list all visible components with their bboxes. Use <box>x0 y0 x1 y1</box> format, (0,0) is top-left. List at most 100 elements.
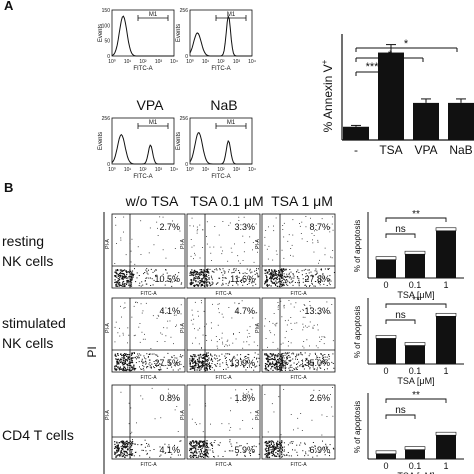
dot-plot-r1-c0: 4.1% 27.5% FITC-A PI-A <box>105 297 186 381</box>
quadrant-upper-right-pct: 2.6% <box>309 393 330 403</box>
histogram-x-tick: 10² <box>139 167 147 173</box>
histogram-x-tick: 10¹ <box>202 59 210 65</box>
dot-plot-x-label: FITC-A <box>215 375 232 381</box>
quadrant-lower-right-pct: 13.9% <box>229 358 255 368</box>
histogram-frame <box>111 9 175 57</box>
histogram-y-tick: 0 <box>107 54 110 60</box>
histogram-x-tick: 10¹ <box>124 167 132 173</box>
apoptosis-bar <box>405 344 425 364</box>
histogram-y-tick: 100 <box>102 23 111 29</box>
histogram-y-label: Events <box>176 24 182 42</box>
row-label-stimulated-2: NK cells <box>2 335 53 351</box>
quadrant-upper-right-pct: 1.8% <box>234 393 255 403</box>
quadrant-upper-right-pct: 13.3% <box>304 306 330 316</box>
dot-plot-y-label: PI-A <box>180 409 186 419</box>
sig-bracket-narrow <box>385 319 416 324</box>
histogram-x-tick: 10⁰ <box>186 167 194 173</box>
dot-plot-x-label: FITC-A <box>140 462 157 468</box>
histogram-y-tick: 256 <box>180 8 189 14</box>
gate-m1-label: M1 <box>149 120 158 126</box>
quadrant-lower-right-pct: 6.9% <box>309 445 330 455</box>
histogram-y-tick: 0 <box>185 162 188 168</box>
apoptosis-y-label: % of apoptosis <box>353 401 362 453</box>
histogram-x-label: FITC-A <box>133 174 152 180</box>
histogram-nab: M1 0 256 10⁰ 10¹ 10² 10³ 10⁴ FITC-A Events <box>176 116 256 180</box>
panel-b-letter: B <box>4 180 13 195</box>
quadrant-lower-right-pct: 27.8% <box>304 274 330 284</box>
annexin-category-label: TSA <box>379 143 402 157</box>
quadrant-upper-right-pct: 4.1% <box>159 306 180 316</box>
apoptosis-category-label: 0.1 <box>409 461 422 471</box>
apoptosis-category-label: 1 <box>443 461 448 471</box>
row-label-resting-1: resting <box>2 233 44 249</box>
quadrant-lower-right-pct: 5.9% <box>234 445 255 455</box>
dot-plot-y-label: PI-A <box>105 322 111 332</box>
apoptosis-bar <box>405 253 425 278</box>
apoptosis-chart-2: % of apoptosis 0 0.1 1 TSA [μM] ** ns <box>353 390 464 474</box>
dot-plot-r0-c2: 8.7% 27.8% FITC-A PI-A <box>255 213 336 297</box>
histogram-x-tick: 10⁴ <box>170 167 178 173</box>
sig-bracket-wide <box>385 217 447 222</box>
sig-label-wide: ** <box>412 295 420 306</box>
pi-axis-label: PI <box>85 346 99 357</box>
histogram-y-tick: 0 <box>107 162 110 168</box>
histogram-x-tick: 10² <box>217 167 225 173</box>
gate-m1-label: M1 <box>227 12 236 18</box>
histogram-x-tick: 10¹ <box>202 167 210 173</box>
sig-label-narrow: ns <box>395 224 406 235</box>
dot-plot-r1-c1: 4.7% 13.9% FITC-A PI-A <box>180 297 261 381</box>
dot-plot-y-label: PI-A <box>180 238 186 248</box>
histogram-frame <box>189 117 253 165</box>
annexin-bar <box>413 102 439 140</box>
histogram-x-tick: 10³ <box>155 59 163 65</box>
histogram-frame <box>111 117 175 165</box>
sig-label-vpa: * <box>388 49 393 61</box>
sig-bracket-wide <box>385 303 447 308</box>
annexin-y-label: % Annexin V+ <box>320 59 335 132</box>
annexin-bar <box>448 102 474 140</box>
apoptosis-x-label: TSA [μM] <box>397 376 434 386</box>
dot-plot-y-label: PI-A <box>180 322 186 332</box>
sig-bracket-narrow <box>385 233 416 238</box>
dot-plot-y-label: PI-A <box>255 238 261 248</box>
histogram-frame <box>189 9 253 57</box>
apoptosis-category-label: 0.1 <box>409 366 422 376</box>
dot-plot-frame <box>186 213 261 289</box>
apoptosis-chart-1: % of apoptosis 0 0.1 1 TSA [μM] ** ns <box>353 295 464 386</box>
histogram-x-label: FITC-A <box>211 66 230 72</box>
apoptosis-y-label: % of apoptosis <box>353 220 362 272</box>
sig-label-nab: * <box>404 38 409 50</box>
histogram-y-label: Events <box>98 24 104 42</box>
histogram-x-tick: 10⁴ <box>170 59 178 65</box>
dot-plot-x-label: FITC-A <box>140 291 157 297</box>
annexin-bar <box>378 52 404 140</box>
apoptosis-bar <box>436 229 456 278</box>
histogram-curve <box>111 133 174 165</box>
apoptosis-category-label: 1 <box>443 280 448 290</box>
histogram-curve <box>189 132 252 165</box>
histogram-x-tick: 10¹ <box>124 59 132 65</box>
histogram-x-tick: 10⁴ <box>248 59 256 65</box>
gate-m1-label: M1 <box>149 12 158 18</box>
histogram-y-label: Events <box>176 132 182 150</box>
dot-plot-y-label: PI-A <box>105 238 111 248</box>
apoptosis-bar <box>376 452 396 459</box>
quadrant-upper-right-pct: 2.7% <box>159 222 180 232</box>
apoptosis-y-label: % of apoptosis <box>353 306 362 358</box>
histogram-x-label: FITC-A <box>211 174 230 180</box>
apoptosis-bar <box>376 337 396 364</box>
histogram-x-tick: 10⁰ <box>108 167 116 173</box>
histogram-x-tick: 10² <box>139 59 147 65</box>
annexin-bar-chart: % Annexin V+ - TSA VPA NaB *** * * <box>320 34 474 157</box>
dot-plot-x-label: FITC-A <box>290 462 307 468</box>
apoptosis-category-label: 0 <box>383 366 388 376</box>
apoptosis-category-label: 0 <box>383 461 388 471</box>
apoptosis-bar-charts: % of apoptosis 0 0.1 1 TSA [μM] ** ns % of apop… <box>353 209 464 474</box>
dot-plot-x-label: FITC-A <box>140 375 157 381</box>
quadrant-lower-right-pct: 10.5% <box>154 274 180 284</box>
sig-label-narrow: ns <box>395 405 406 416</box>
sig-label-wide: ** <box>412 209 420 220</box>
histogram-x-tick: 10⁰ <box>186 59 194 65</box>
histogram-control: M1 0 50 100 150 10⁰ 10¹ 10² 10³ 10⁴ FITC-A Events <box>98 8 178 72</box>
dot-plot-y-label: PI-A <box>255 322 261 332</box>
